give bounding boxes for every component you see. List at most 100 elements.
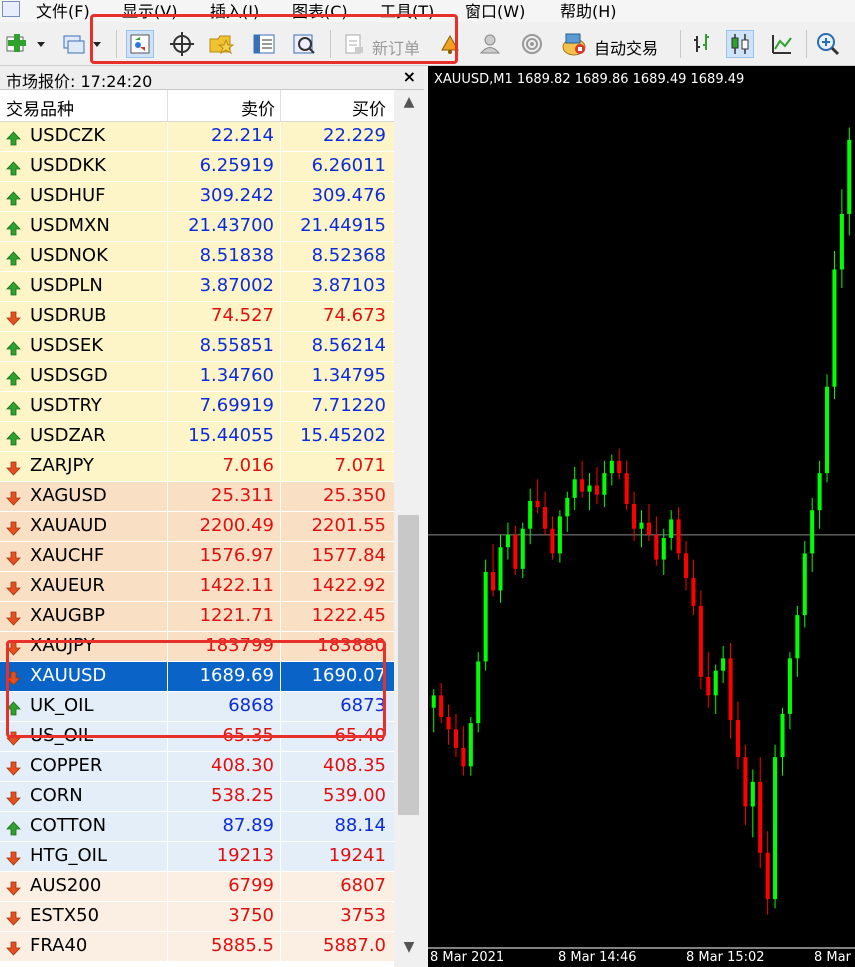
menu-view[interactable]: 显示(V) (122, 2, 178, 21)
table-row[interactable]: ESTX50 3750 3753 (0, 902, 394, 932)
table-row[interactable]: COTTON 87.89 88.14 (0, 812, 394, 842)
column-symbol-header[interactable]: 交易品种 (6, 100, 74, 120)
menu-insert[interactable]: 插入(I) (210, 2, 260, 21)
profiles-dropdown-icon[interactable] (90, 30, 104, 58)
new-order-icon[interactable] (340, 30, 368, 58)
radio-icon[interactable] (518, 30, 546, 58)
terminal-icon[interactable] (250, 30, 278, 58)
table-row[interactable]: COPPER 408.30 408.35 (0, 752, 394, 782)
scrollbar-thumb[interactable] (398, 515, 419, 815)
candle-body (698, 605, 703, 677)
table-row[interactable]: XAUAUD 2200.49 2201.55 (0, 512, 394, 542)
new-chart-icon[interactable] (4, 30, 32, 58)
crosshair-icon[interactable] (168, 30, 196, 58)
auto-trade-label[interactable]: 自动交易 (594, 39, 659, 58)
arrow-up-icon (6, 820, 21, 836)
ask-cell: 6873 (340, 695, 386, 716)
scroll-down-icon[interactable]: ▼ (403, 939, 415, 955)
table-row[interactable]: USDZAR 15.44055 15.45202 (0, 422, 394, 452)
arrow-down-icon (6, 850, 21, 866)
arrow-down-icon (6, 610, 21, 626)
table-row[interactable]: USDNOK 8.51838 8.52368 (0, 242, 394, 272)
table-row[interactable]: FRA40 5885.5 5887.0 (0, 932, 394, 962)
table-row[interactable]: USDMXN 21.43700 21.44915 (0, 212, 394, 242)
column-bid-header[interactable]: 卖价 (241, 100, 275, 120)
bid-cell: 408.30 (211, 755, 274, 776)
price-chart[interactable]: XAUUSD,M1 1689.82 1689.86 1689.49 1689.4… (428, 66, 855, 967)
candle-body (602, 473, 607, 495)
menu-file[interactable]: 文件(F) (36, 2, 90, 21)
table-row[interactable]: XAUEUR 1422.11 1422.92 (0, 572, 394, 602)
table-row[interactable]: XAUUSD 1689.69 1690.07 (0, 662, 394, 692)
candle-chart-icon[interactable] (726, 30, 754, 58)
candle-body (787, 658, 792, 714)
candle-body (461, 747, 466, 767)
candle-body (817, 473, 822, 511)
x-axis-label: 8 Mar 15:02 (686, 950, 765, 965)
table-row[interactable]: USDSGD 1.34760 1.34795 (0, 362, 394, 392)
ask-cell: 19241 (328, 845, 386, 866)
market-watch-icon[interactable] (126, 30, 154, 58)
table-row[interactable]: CORN 538.25 539.00 (0, 782, 394, 812)
symbol-cell: USDDKK (30, 155, 106, 176)
candle-body (446, 716, 451, 730)
table-row[interactable]: USDSEK 8.55851 8.56214 (0, 332, 394, 362)
table-row[interactable]: USDPLN 3.87002 3.87103 (0, 272, 394, 302)
line-chart-icon[interactable] (768, 30, 796, 58)
table-row[interactable]: USDTRY 7.69919 7.71220 (0, 392, 394, 422)
bid-cell: 6799 (228, 875, 274, 896)
table-row[interactable]: ZARJPY 7.016 7.071 (0, 452, 394, 482)
table-row[interactable]: UK_OIL 6868 6873 (0, 692, 394, 722)
close-icon[interactable]: × (402, 67, 416, 86)
candle-body (773, 757, 778, 900)
auto-trade-icon[interactable] (560, 30, 588, 58)
table-row[interactable]: US_OIL 65.35 65.40 (0, 722, 394, 752)
table-row[interactable]: USDHUF 309.242 309.476 (0, 182, 394, 212)
table-row[interactable]: XAGUSD 25.311 25.350 (0, 482, 394, 512)
bid-cell: 19213 (216, 845, 274, 866)
arrow-up-icon (6, 220, 21, 236)
menu-help[interactable]: 帮助(H) (560, 2, 617, 21)
ask-cell: 25.350 (323, 485, 386, 506)
table-row[interactable]: HTG_OIL 19213 19241 (0, 842, 394, 872)
menu-tools[interactable]: 工具(T) (380, 2, 435, 21)
ask-cell: 183880 (317, 635, 386, 656)
scroll-up-icon[interactable]: ▲ (403, 94, 415, 110)
arrow-down-icon (6, 310, 21, 326)
menu-charts[interactable]: 图表(C) (292, 2, 348, 21)
symbol-cell: USDTRY (30, 395, 102, 416)
symbol-cell: UK_OIL (30, 695, 94, 716)
new-order-label[interactable]: 新订单 (372, 39, 421, 58)
bar-chart-icon[interactable] (688, 30, 716, 58)
table-row[interactable]: USDCZK 22.214 22.229 (0, 122, 394, 152)
arrow-down-icon (6, 550, 21, 566)
profiles-icon[interactable] (60, 30, 88, 58)
zoom-in-icon[interactable] (814, 30, 842, 58)
bid-cell: 8.55851 (199, 335, 274, 356)
market-watch-scrollbar[interactable]: ▲ ▼ (394, 90, 424, 967)
bid-cell: 22.214 (211, 125, 274, 146)
table-row[interactable]: USDDKK 6.25919 6.26011 (0, 152, 394, 182)
table-row[interactable]: USDRUB 74.527 74.673 (0, 302, 394, 332)
arrow-up-icon (6, 250, 21, 266)
column-ask-header[interactable]: 买价 (352, 100, 386, 120)
alert-icon[interactable] (436, 30, 464, 58)
symbol-cell: XAUAUD (30, 515, 108, 536)
signals-icon[interactable] (476, 30, 504, 58)
arrow-up-icon (6, 700, 21, 716)
candlestick-chart[interactable] (428, 66, 855, 967)
arrow-down-icon (6, 880, 21, 896)
table-row[interactable]: XAUCHF 1576.97 1577.84 (0, 542, 394, 572)
strategy-tester-icon[interactable] (290, 30, 318, 58)
new-chart-dropdown-icon[interactable] (34, 30, 48, 58)
menu-window[interactable]: 窗口(W) (465, 2, 526, 21)
candle-body (505, 534, 510, 548)
table-row[interactable]: XAUGBP 1221.71 1222.45 (0, 602, 394, 632)
bid-cell: 25.311 (211, 485, 274, 506)
arrow-down-icon (6, 490, 21, 506)
navigator-icon[interactable] (208, 30, 236, 58)
table-row[interactable]: AUS200 6799 6807 (0, 872, 394, 902)
table-row[interactable]: XAUJPY 183799 183880 (0, 632, 394, 662)
candle-body (832, 269, 837, 387)
candle-body (713, 670, 718, 696)
